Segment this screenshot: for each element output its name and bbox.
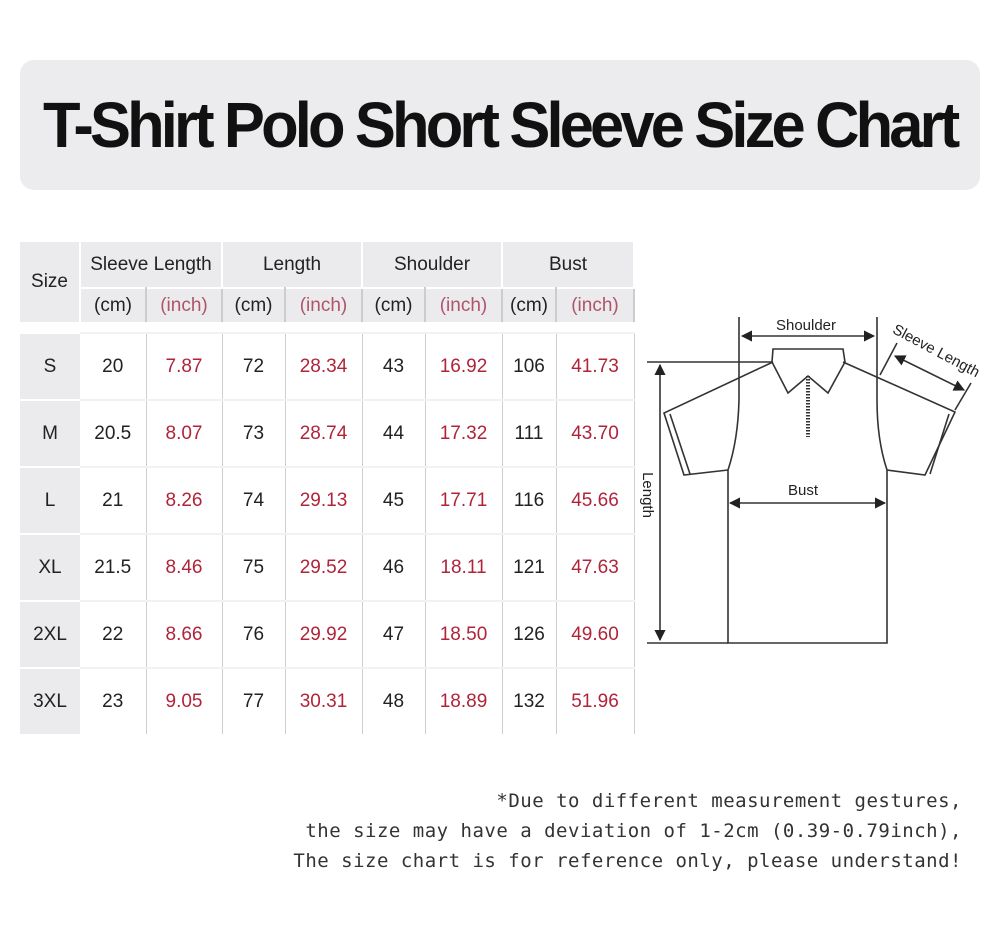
inch-cell: 47.63 [556, 533, 635, 601]
cm-cell: 76 [222, 600, 286, 668]
inch-cell: 18.50 [425, 600, 503, 668]
inch-cell: 8.46 [146, 533, 223, 601]
cm-cell: 75 [222, 533, 286, 601]
page-title: T-Shirt Polo Short Sleeve Size Chart [43, 89, 960, 161]
size-cell: L [20, 466, 80, 534]
cm-cell: 20.5 [80, 399, 147, 467]
sleeve-arrow [893, 355, 966, 391]
size-table: Size Sleeve Length Length Shoulder Bust … [20, 242, 635, 734]
inch-cell: 30.31 [285, 667, 363, 734]
cm-cell: 44 [362, 399, 426, 467]
inch-cell: 29.13 [285, 466, 363, 534]
cm-cell: 47 [362, 600, 426, 668]
unit-cm-header: (cm) [362, 287, 426, 322]
inch-cell: 7.87 [146, 332, 223, 400]
cm-cell: 45 [362, 466, 426, 534]
unit-inch-header: (inch) [425, 287, 503, 322]
inch-cell: 29.52 [285, 533, 363, 601]
inch-cell: 17.71 [425, 466, 503, 534]
inch-cell: 18.89 [425, 667, 503, 734]
cm-cell: 21 [80, 466, 147, 534]
group-header: Length [222, 242, 363, 288]
inch-cell: 29.92 [285, 600, 363, 668]
size-cell: XL [20, 533, 80, 601]
cm-cell: 106 [502, 332, 557, 400]
sleeve-length-label: Sleeve Length [890, 321, 983, 381]
group-header: Bust [502, 242, 635, 288]
cm-cell: 73 [222, 399, 286, 467]
cm-cell: 126 [502, 600, 557, 668]
inch-cell: 28.74 [285, 399, 363, 467]
cm-cell: 77 [222, 667, 286, 734]
cm-cell: 20 [80, 332, 147, 400]
inch-cell: 49.60 [556, 600, 635, 668]
inch-cell: 8.66 [146, 600, 223, 668]
table-row: M 20.5 8.07 73 28.74 44 17.32 111 43.70 [20, 399, 635, 467]
unit-inch-header: (inch) [556, 287, 635, 322]
cm-cell: 72 [222, 332, 286, 400]
cm-cell: 111 [502, 399, 557, 467]
disclaimer-note: *Due to different measurement gestures, … [293, 786, 962, 876]
title-banner: T-Shirt Polo Short Sleeve Size Chart [20, 60, 980, 190]
polo-diagram: Shoulder Bust Length Sleeve Length [640, 317, 983, 644]
size-cell: 2XL [20, 600, 80, 668]
cm-cell: 116 [502, 466, 557, 534]
inch-cell: 41.73 [556, 332, 635, 400]
cm-cell: 74 [222, 466, 286, 534]
table-row: XL 21.5 8.46 75 29.52 46 18.11 121 47.63 [20, 533, 635, 601]
size-cell: 3XL [20, 667, 80, 734]
note-line: the size may have a deviation of 1-2cm (… [305, 820, 962, 842]
size-header: Size [20, 242, 81, 322]
cm-cell: 48 [362, 667, 426, 734]
unit-cm-header: (cm) [80, 287, 147, 322]
inch-cell: 8.07 [146, 399, 223, 467]
cm-cell: 43 [362, 332, 426, 400]
inch-cell: 43.70 [556, 399, 635, 467]
length-label: Length [640, 472, 656, 518]
inch-cell: 16.92 [425, 332, 503, 400]
table-row: 2XL 22 8.66 76 29.92 47 18.50 126 49.60 [20, 600, 635, 668]
cm-cell: 22 [80, 600, 147, 668]
inch-cell: 17.32 [425, 399, 503, 467]
cm-cell: 23 [80, 667, 147, 734]
bust-label: Bust [788, 482, 819, 499]
unit-cm-header: (cm) [222, 287, 286, 322]
cm-cell: 46 [362, 533, 426, 601]
inch-cell: 9.05 [146, 667, 223, 734]
note-line: The size chart is for reference only, pl… [293, 850, 962, 872]
inch-cell: 51.96 [556, 667, 635, 734]
unit-inch-header: (inch) [146, 287, 223, 322]
inch-cell: 18.11 [425, 533, 503, 601]
shoulder-label: Shoulder [776, 317, 836, 334]
table-row: L 21 8.26 74 29.13 45 17.71 116 45.66 [20, 466, 635, 534]
cm-cell: 21.5 [80, 533, 147, 601]
shirt-outline [663, 317, 957, 644]
note-line: *Due to different measurement gestures, [496, 790, 962, 812]
cm-cell: 132 [502, 667, 557, 734]
inch-cell: 45.66 [556, 466, 635, 534]
group-header: Sleeve Length [80, 242, 223, 288]
table-row: S 20 7.87 72 28.34 43 16.92 106 41.73 [20, 332, 635, 400]
size-cell: S [20, 332, 80, 400]
unit-cm-header: (cm) [502, 287, 557, 322]
size-cell: M [20, 399, 80, 467]
unit-inch-header: (inch) [285, 287, 363, 322]
cm-cell: 121 [502, 533, 557, 601]
table-row: 3XL 23 9.05 77 30.31 48 18.89 132 51.96 [20, 667, 635, 734]
group-header: Shoulder [362, 242, 503, 288]
inch-cell: 8.26 [146, 466, 223, 534]
inch-cell: 28.34 [285, 332, 363, 400]
